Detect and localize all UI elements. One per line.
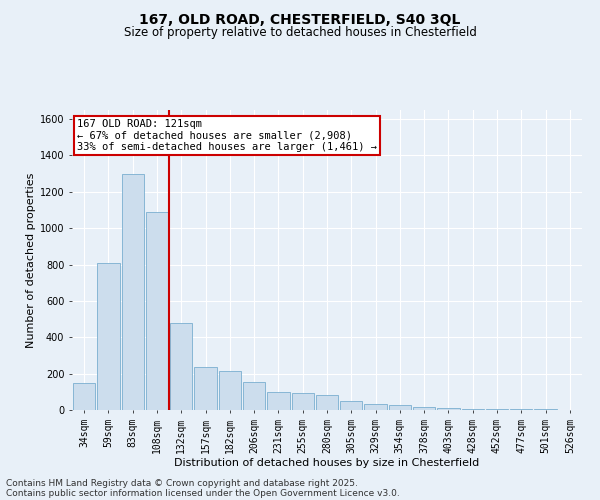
Text: 167, OLD ROAD, CHESTERFIELD, S40 3QL: 167, OLD ROAD, CHESTERFIELD, S40 3QL [139, 12, 461, 26]
Bar [316, 396, 338, 410]
Text: Contains HM Land Registry data © Crown copyright and database right 2025.: Contains HM Land Registry data © Crown c… [6, 478, 358, 488]
Bar [97, 262, 119, 410]
Bar [73, 382, 95, 410]
Bar [218, 371, 241, 410]
Bar [292, 392, 314, 410]
Bar [389, 406, 411, 410]
Bar [461, 409, 484, 410]
Y-axis label: Number of detached properties: Number of detached properties [26, 172, 35, 348]
Bar [194, 368, 217, 410]
Bar [146, 212, 168, 410]
Bar [413, 408, 436, 410]
Bar [267, 392, 290, 410]
Text: Contains public sector information licensed under the Open Government Licence v3: Contains public sector information licen… [6, 488, 400, 498]
Text: Size of property relative to detached houses in Chesterfield: Size of property relative to detached ho… [124, 26, 476, 39]
Bar [510, 409, 532, 410]
Bar [486, 409, 508, 410]
Text: 167 OLD ROAD: 121sqm
← 67% of detached houses are smaller (2,908)
33% of semi-de: 167 OLD ROAD: 121sqm ← 67% of detached h… [77, 119, 377, 152]
Bar [243, 382, 265, 410]
Bar [340, 401, 362, 410]
X-axis label: Distribution of detached houses by size in Chesterfield: Distribution of detached houses by size … [175, 458, 479, 468]
Bar [122, 174, 144, 410]
Bar [364, 404, 387, 410]
Bar [170, 322, 193, 410]
Bar [437, 408, 460, 410]
